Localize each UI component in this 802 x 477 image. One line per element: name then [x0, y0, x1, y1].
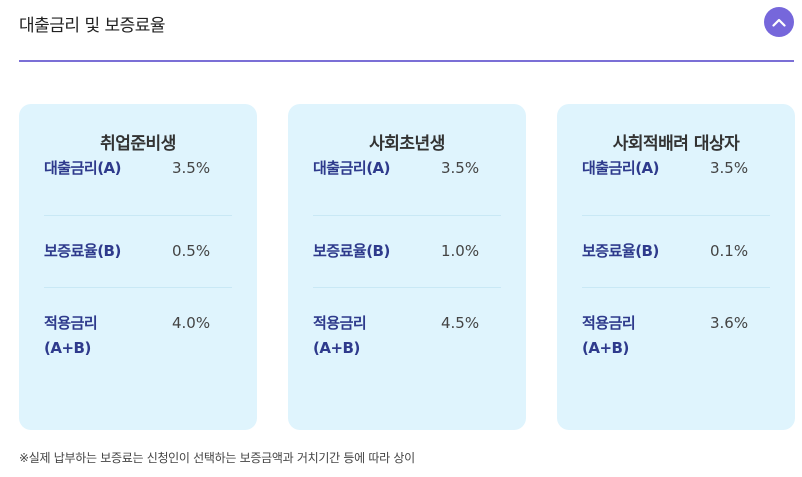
- row-label: 보증료율(B): [44, 242, 121, 260]
- row-label: 보증료율(B): [313, 242, 390, 260]
- row-value: 4.0%: [172, 314, 211, 332]
- rate-row-guarantee: 보증료율(B) 1.0%: [313, 216, 501, 288]
- row-label-line1: 적용금리: [582, 314, 636, 332]
- rate-row-loan: 대출금리(A) 3.5%: [313, 156, 501, 216]
- row-label-line2: (A+B): [582, 339, 629, 357]
- row-value: 3.5%: [172, 159, 211, 177]
- rate-row-guarantee: 보증료율(B) 0.1%: [582, 216, 770, 288]
- row-value: 3.6%: [710, 314, 749, 332]
- footnote: ※실제 납부하는 보증료는 신청인이 선택하는 보증금액과 거치기간 등에 따라…: [19, 451, 415, 465]
- row-value: 3.5%: [441, 159, 480, 177]
- rate-card-social-care: 사회적배려 대상자 대출금리(A) 3.5% 보증료율(B) 0.1% 적용금리…: [557, 104, 795, 430]
- section-title: 대출금리 및 보증료율: [19, 16, 166, 36]
- collapse-button[interactable]: [764, 7, 794, 37]
- rate-card-new-worker: 사회초년생 대출금리(A) 3.5% 보증료율(B) 1.0% 적용금리 (A+…: [288, 104, 526, 430]
- row-label-line1: 적용금리: [44, 314, 98, 332]
- rate-row-guarantee: 보증료율(B) 0.5%: [44, 216, 232, 288]
- row-label-line1: 적용금리: [313, 314, 367, 332]
- row-label: 대출금리(A): [44, 159, 122, 177]
- card-title: 취업준비생: [100, 134, 176, 154]
- row-label: 대출금리(A): [313, 159, 391, 177]
- row-value: 4.5%: [441, 314, 480, 332]
- row-label-line2: (A+B): [313, 339, 360, 357]
- rate-row-applied: 적용금리 (A+B) 4.5%: [313, 288, 501, 368]
- rate-row-loan: 대출금리(A) 3.5%: [582, 156, 770, 216]
- row-value: 0.1%: [710, 242, 749, 260]
- row-label-line2: (A+B): [44, 339, 91, 357]
- row-value: 1.0%: [441, 242, 480, 260]
- row-value: 3.5%: [710, 159, 749, 177]
- card-title: 사회적배려 대상자: [612, 134, 740, 154]
- section-header: 대출금리 및 보증료율: [19, 0, 794, 62]
- chevron-up-icon: [772, 18, 786, 27]
- rate-card-job-seeker: 취업준비생 대출금리(A) 3.5% 보증료율(B) 0.5% 적용금리 (A+…: [19, 104, 257, 430]
- row-value: 0.5%: [172, 242, 211, 260]
- card-title: 사회초년생: [369, 134, 445, 154]
- rate-row-applied: 적용금리 (A+B) 3.6%: [582, 288, 770, 368]
- row-label: 보증료율(B): [582, 242, 659, 260]
- row-label: 대출금리(A): [582, 159, 660, 177]
- rate-row-applied: 적용금리 (A+B) 4.0%: [44, 288, 232, 368]
- rate-row-loan: 대출금리(A) 3.5%: [44, 156, 232, 216]
